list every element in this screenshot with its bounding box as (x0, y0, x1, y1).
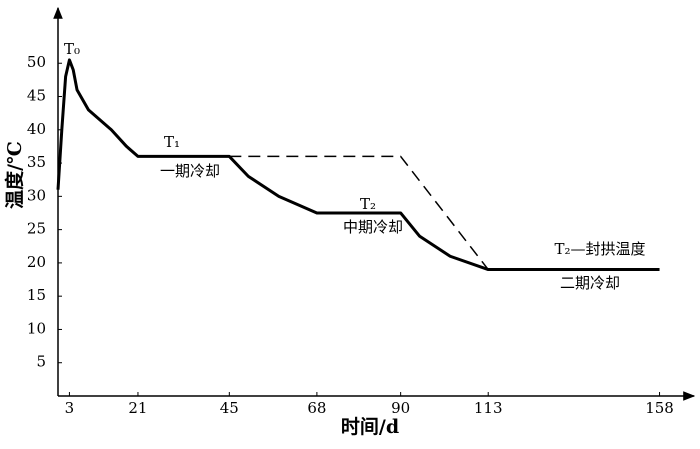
x-axis-label: 时间/d (341, 416, 399, 438)
x-tick-label: 113 (474, 399, 503, 417)
y-tick-label: 30 (27, 186, 46, 204)
x-tick-label: 68 (307, 399, 326, 417)
series-line (229, 155, 489, 271)
x-tick-label: 21 (128, 399, 147, 417)
annotation: 一期冷却 (160, 162, 220, 180)
annotation: 二期冷却 (560, 274, 620, 292)
y-tick-label: 25 (27, 220, 46, 238)
y-tick-label: 5 (36, 353, 46, 371)
y-tick-label: 45 (27, 87, 46, 105)
annotation: T₀ (64, 40, 80, 58)
x-tick-label: 3 (65, 399, 75, 417)
series-line (56, 58, 660, 272)
y-tick-label: 10 (27, 319, 46, 337)
x-tick-label: 90 (391, 399, 410, 417)
annotation: 中期冷却 (343, 218, 403, 236)
y-tick-label: 15 (27, 286, 46, 304)
y-tick-label: 40 (27, 120, 46, 138)
y-tick-label: 50 (27, 53, 46, 71)
annotation: T₂—封拱温度 (554, 240, 645, 258)
y-axis-label: 温度/℃ (3, 141, 26, 209)
annotation: T₂ (360, 195, 376, 213)
y-tick-label: 35 (27, 153, 46, 171)
annotation: T₁ (164, 133, 180, 151)
x-tick-label: 158 (645, 399, 674, 417)
x-tick-label: 45 (220, 399, 239, 417)
y-tick-label: 20 (27, 253, 46, 271)
